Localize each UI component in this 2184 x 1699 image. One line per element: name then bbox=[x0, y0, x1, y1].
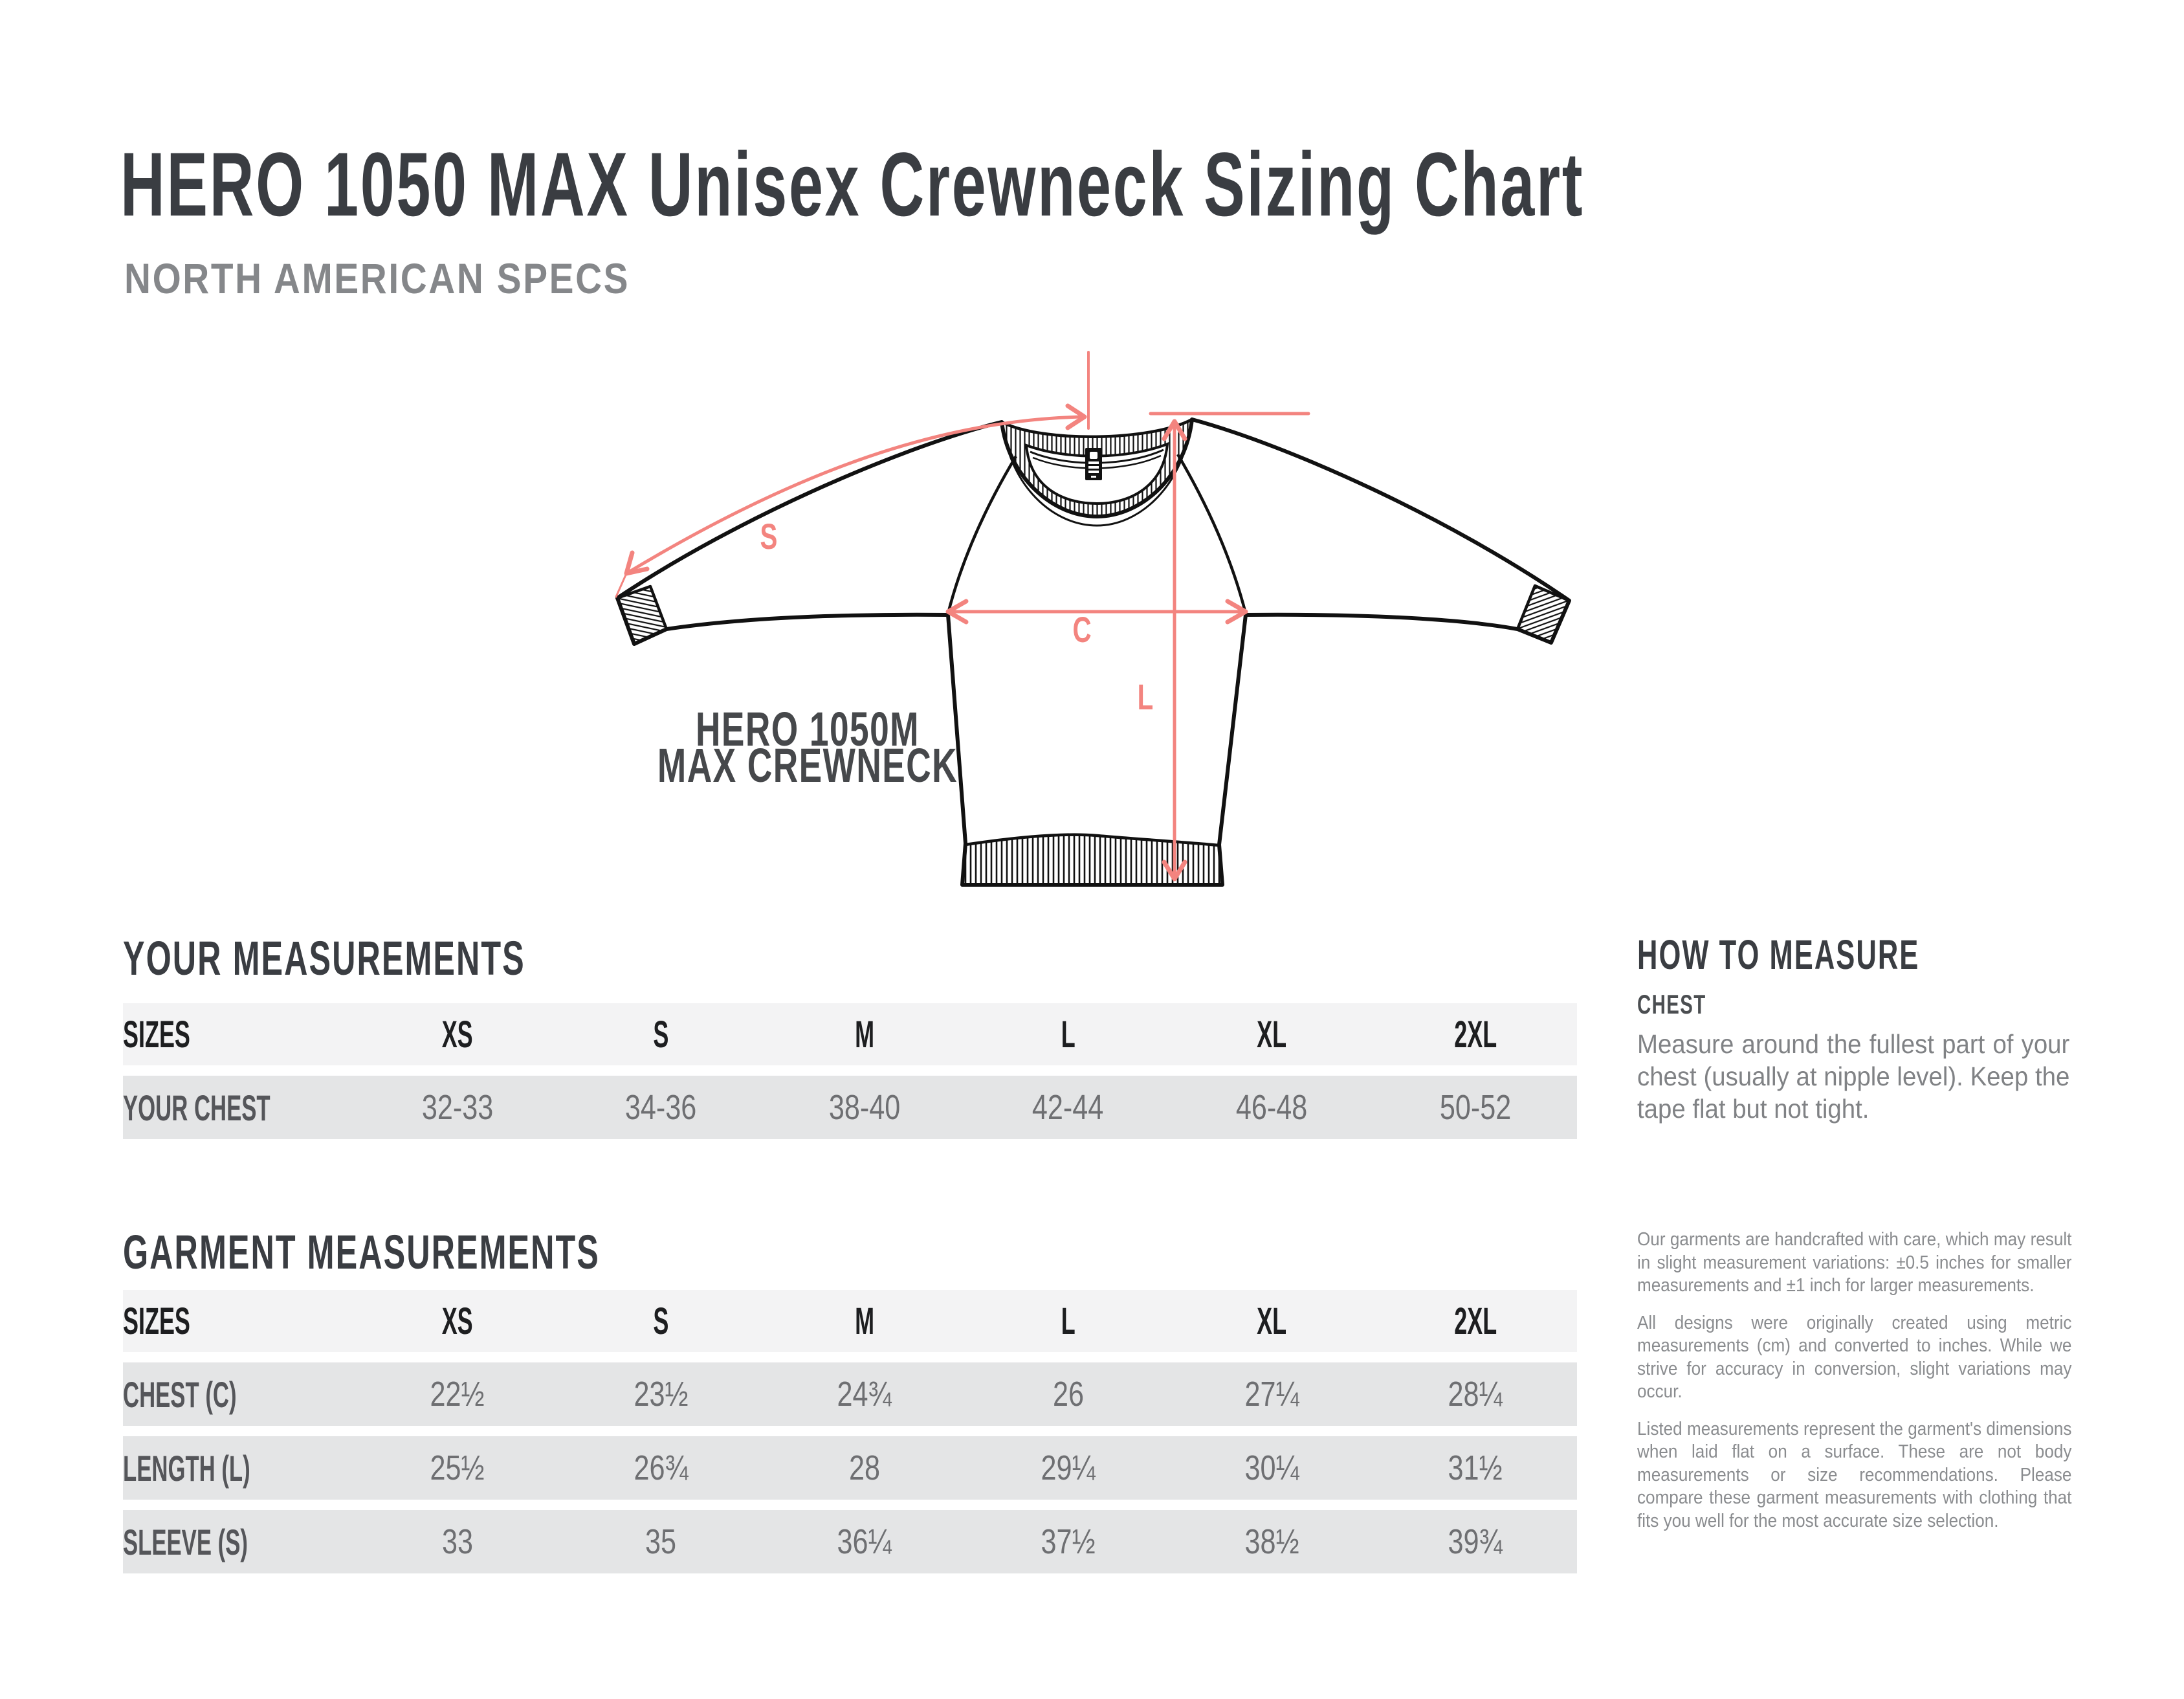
table-row: SLEEVE (S) 33 35 36¼ 37½ 38½ 39¾ bbox=[123, 1510, 1577, 1573]
left-cuff-rib bbox=[615, 584, 668, 646]
row-label: CHEST (C) bbox=[123, 1373, 237, 1415]
cell-value: 28¼ bbox=[1448, 1375, 1503, 1414]
cell-value: 29¼ bbox=[1041, 1449, 1096, 1487]
cell-value: 34-36 bbox=[625, 1088, 697, 1127]
sleeve-dimension-arrow bbox=[615, 351, 1090, 598]
cell-value: 46-48 bbox=[1235, 1088, 1308, 1127]
cell-value: 31½ bbox=[1448, 1449, 1503, 1487]
garment-measurements-heading: GARMENT MEASUREMENTS bbox=[123, 1225, 600, 1279]
chest-dimension-label: C bbox=[1072, 610, 1091, 650]
cell-value: 38½ bbox=[1244, 1522, 1299, 1561]
your-measurements-table: SIZES XS S M L XL 2XL YOUR CHEST 32-33 3… bbox=[123, 993, 1577, 1149]
column-header: L bbox=[1061, 1013, 1075, 1056]
table-header-row: SIZES XS S M L XL 2XL bbox=[123, 1003, 1577, 1065]
table-row: LENGTH (L) 25½ 26¾ 28 29¼ 30¼ 31½ bbox=[123, 1436, 1577, 1500]
diagram-label-line1: HERO 1050M bbox=[696, 702, 920, 756]
cell-value: 27¼ bbox=[1244, 1375, 1299, 1414]
row-label: SLEEVE (S) bbox=[123, 1521, 248, 1562]
cell-value: 22½ bbox=[430, 1375, 485, 1414]
cell-value: 39¾ bbox=[1448, 1522, 1503, 1561]
row-label: LENGTH (L) bbox=[123, 1447, 250, 1489]
how-to-measure-heading: HOW TO MEASURE bbox=[1637, 931, 1920, 978]
your-measurements-heading: YOUR MEASUREMENTS bbox=[123, 931, 525, 985]
column-header: XL bbox=[1257, 1013, 1287, 1056]
garment-measurements-table: SIZES XS S M L XL 2XL CHEST (C) 22½ 23½ … bbox=[123, 1280, 1577, 1584]
cell-value: 24¾ bbox=[837, 1375, 892, 1414]
column-header: M bbox=[854, 1013, 874, 1056]
note-paragraph: All designs were originally created usin… bbox=[1637, 1312, 2072, 1403]
how-to-measure-body: Measure around the fullest part of your … bbox=[1637, 1029, 2070, 1124]
cell-value: 33 bbox=[441, 1522, 473, 1561]
chest-dimension-arrow bbox=[945, 599, 1248, 625]
column-header: M bbox=[854, 1300, 874, 1342]
cell-value: 25½ bbox=[430, 1449, 485, 1487]
cell-value: 32-33 bbox=[421, 1088, 494, 1127]
column-header: 2XL bbox=[1453, 1300, 1497, 1342]
cell-value: 28 bbox=[848, 1449, 880, 1487]
cell-value: 37½ bbox=[1041, 1522, 1096, 1561]
sweater-outline bbox=[615, 417, 1571, 887]
page-title: HERO 1050 MAX Unisex Crewneck Sizing Cha… bbox=[120, 133, 1585, 235]
note-paragraph: Our garments are handcrafted with care, … bbox=[1637, 1229, 2072, 1296]
cell-value: 38-40 bbox=[828, 1088, 901, 1127]
cell-value: 36¼ bbox=[837, 1522, 892, 1561]
column-header: XS bbox=[441, 1013, 473, 1056]
neck-tag bbox=[1085, 448, 1102, 480]
column-header: 2XL bbox=[1453, 1013, 1497, 1056]
sleeve-dimension-label: S bbox=[760, 517, 778, 557]
cell-value: 50-52 bbox=[1439, 1088, 1511, 1127]
column-header: XS bbox=[441, 1300, 473, 1342]
table-row: CHEST (C) 22½ 23½ 24¾ 26 27¼ 28¼ bbox=[123, 1362, 1577, 1426]
length-dimension-arrow bbox=[1149, 412, 1310, 882]
page-subtitle: NORTH AMERICAN SPECS bbox=[124, 254, 630, 302]
cell-value: 30¼ bbox=[1244, 1449, 1299, 1487]
how-to-measure-subheading: CHEST bbox=[1637, 989, 1706, 1019]
column-header: XL bbox=[1257, 1300, 1287, 1342]
column-header: S bbox=[653, 1300, 669, 1342]
column-header: SIZES bbox=[123, 1013, 190, 1056]
diagram-label-line2: MAX CREWNECK bbox=[657, 738, 958, 792]
column-header: L bbox=[1061, 1300, 1075, 1342]
cell-value: 42-44 bbox=[1032, 1088, 1104, 1127]
length-dimension-label: L bbox=[1138, 678, 1154, 718]
crewneck-diagram: S C L HERO 1050M MAX CREWNECK bbox=[615, 351, 1571, 887]
measurement-notes: Our garments are handcrafted with care, … bbox=[1637, 1228, 2071, 1547]
hem-rib bbox=[960, 833, 1224, 887]
cell-value: 26¾ bbox=[634, 1449, 689, 1487]
cell-value: 23½ bbox=[634, 1375, 689, 1414]
column-header: SIZES bbox=[123, 1300, 190, 1342]
table-header-row: SIZES XS S M L XL 2XL bbox=[123, 1290, 1577, 1352]
note-paragraph: Listed measurements represent the garmen… bbox=[1637, 1418, 2072, 1531]
cell-value: 35 bbox=[645, 1522, 677, 1561]
row-label: YOUR CHEST bbox=[123, 1087, 270, 1128]
column-header: S bbox=[653, 1013, 669, 1056]
cell-value: 26 bbox=[1052, 1375, 1084, 1414]
table-row: YOUR CHEST 32-33 34-36 38-40 42-44 46-48… bbox=[123, 1076, 1577, 1139]
right-cuff-rib bbox=[1516, 584, 1571, 645]
